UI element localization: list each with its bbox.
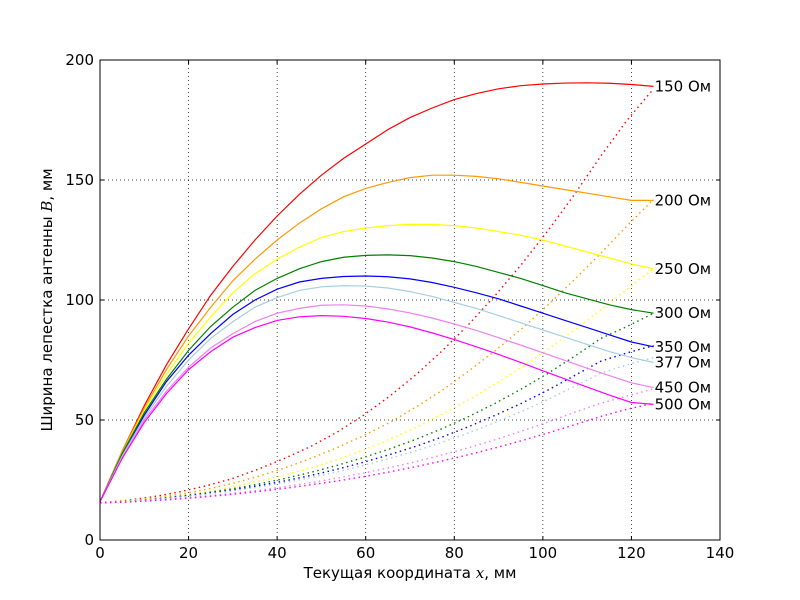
y-tick-label: 150: [65, 171, 94, 189]
series-label: 300 Ом: [655, 304, 712, 322]
series-line-dotted: [99, 268, 654, 504]
series-label: 150 Ом: [655, 77, 712, 95]
x-axis-title-unit: , мм: [484, 564, 516, 582]
series-line-dotted: [99, 356, 654, 504]
y-tick-label: 0: [84, 531, 94, 549]
series-label: 250 Ом: [655, 260, 712, 278]
series-label: 377 Ом: [655, 353, 712, 371]
series-line-solid: [99, 254, 654, 502]
y-tick-label: 200: [65, 51, 94, 69]
x-axis-title-prefix: Текущая координата: [303, 564, 476, 582]
x-tick-label: 140: [706, 544, 735, 562]
series-line-solid: [99, 314, 654, 502]
x-tick-label: 60: [356, 544, 375, 562]
series-label: 450 Ом: [655, 379, 712, 397]
x-tick-label: 100: [529, 544, 558, 562]
x-tick-label: 0: [95, 544, 105, 562]
y-tick-label: 50: [75, 411, 94, 429]
y-axis-title-prefix: Ширина лепестка антенны: [38, 212, 56, 432]
x-tick-label: 20: [179, 544, 198, 562]
series-line-dotted: [99, 388, 654, 504]
y-axis-title-var: B: [38, 201, 56, 213]
grid-lines: [100, 60, 720, 540]
series-line-dotted: [99, 402, 654, 504]
y-axis-title: Ширина лепестка антенны B, мм: [38, 168, 56, 431]
series-line-solid: [99, 284, 654, 502]
series-line-dotted: [99, 344, 654, 504]
x-axis-title: Текущая координата x, мм: [303, 564, 517, 582]
series-line-dotted: [99, 88, 655, 504]
y-axis-title-unit: , мм: [38, 168, 56, 200]
series-line-solid: [99, 275, 654, 502]
series-line-solid: [99, 82, 654, 502]
x-tick-label: 80: [445, 544, 464, 562]
series-label: 200 Ом: [655, 191, 712, 209]
axis-ticks: 0 20 40 60 80 100 120 140 0 50 100 150 200: [65, 51, 734, 562]
x-tick-label: 40: [268, 544, 287, 562]
series-line-dotted: [99, 312, 654, 504]
series-line-solid: [99, 223, 654, 502]
series-layer: [99, 82, 655, 504]
x-axis-title-var: x: [476, 564, 485, 582]
series-label: 350 Ом: [655, 338, 712, 356]
y-tick-label: 100: [65, 291, 94, 309]
series-line-solid: [99, 174, 654, 502]
x-tick-label: 120: [617, 544, 646, 562]
series-line-solid: [99, 304, 654, 502]
series-label: 500 Ом: [655, 395, 712, 413]
